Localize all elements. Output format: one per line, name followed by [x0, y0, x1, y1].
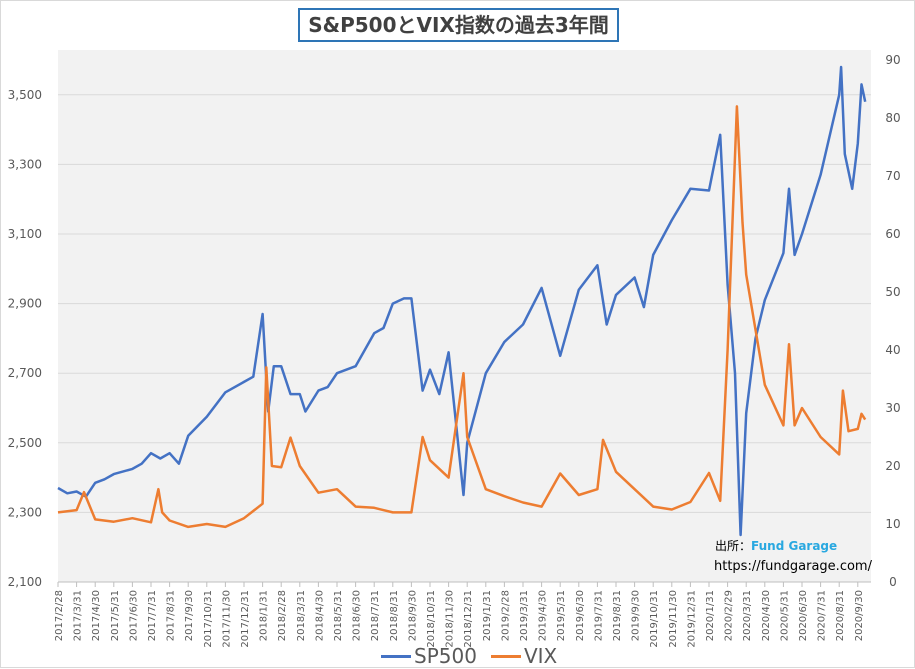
y-right-tick-label: 60 — [885, 227, 900, 241]
source-prefix: 出所： — [715, 539, 752, 553]
x-tick-label: 2017/7/31 — [147, 590, 158, 641]
x-tick-label: 2019/2/28 — [500, 590, 511, 641]
legend-swatch-sp500 — [381, 654, 411, 658]
x-tick-label: 2018/9/30 — [407, 590, 418, 641]
x-tick-label: 2020/8/31 — [835, 590, 846, 641]
plot-area — [58, 50, 871, 582]
x-tick-label: 2018/11/30 — [445, 590, 456, 648]
x-tick-label: 2019/9/30 — [631, 590, 642, 641]
y-left-tick-label: 3,300 — [8, 157, 42, 171]
x-tick-label: 2019/4/30 — [538, 590, 549, 641]
x-tick-label: 2019/8/31 — [612, 590, 623, 641]
legend: SP500 VIX — [381, 644, 557, 668]
x-tick-label: 2017/12/31 — [240, 590, 251, 648]
x-tick-label: 2020/5/31 — [779, 590, 790, 641]
x-tick-label: 2020/9/30 — [854, 590, 865, 641]
y-right-tick-label: 20 — [885, 459, 900, 473]
x-tick-label: 2017/10/31 — [203, 590, 214, 648]
x-tick-label: 2017/4/30 — [91, 590, 102, 641]
x-tick-label: 2020/7/31 — [817, 590, 828, 641]
x-tick-label: 2018/8/31 — [389, 590, 400, 641]
x-tick-label: 2020/3/31 — [742, 590, 753, 641]
x-tick-label: 2017/2/28 — [54, 590, 65, 641]
legend-label-sp500: SP500 — [414, 644, 477, 668]
x-tick-label: 2018/12/31 — [463, 590, 474, 648]
x-tick-label: 2018/6/30 — [352, 590, 363, 641]
source-label: 出所：Fund Garage — [715, 537, 837, 554]
x-tick-label: 2018/1/31 — [259, 590, 270, 641]
y-right-tick-label: 90 — [885, 53, 900, 67]
x-tick-label: 2020/1/31 — [705, 590, 716, 641]
y-right-tick-label: 0 — [889, 575, 897, 589]
y-left-tick-label: 2,900 — [8, 297, 42, 311]
x-tick-label: 2018/10/31 — [426, 590, 437, 648]
x-tick-label: 2017/6/30 — [128, 590, 139, 641]
series-line-sp500 — [57, 65, 867, 537]
x-tick-label: 2018/4/30 — [314, 590, 325, 641]
x-tick-label: 2020/6/30 — [798, 590, 809, 641]
y-right-tick-label: 10 — [885, 517, 900, 531]
y-right-tick-label: 40 — [885, 343, 900, 357]
x-tick-label: 2020/4/30 — [761, 590, 772, 641]
y-right-tick-label: 50 — [885, 285, 900, 299]
chart-title: S&P500とVIX指数の過去3年間 — [298, 8, 619, 42]
x-tick-label: 2019/5/31 — [556, 590, 567, 641]
x-tick-label: 2019/1/31 — [482, 590, 493, 641]
x-tick-label: 2017/9/30 — [184, 590, 195, 641]
x-tick-label: 2018/5/31 — [333, 590, 344, 641]
y-left-tick-label: 2,700 — [8, 366, 42, 380]
x-tick-label: 2019/7/31 — [593, 590, 604, 641]
x-tick-label: 2017/11/30 — [221, 590, 232, 648]
y-left-tick-label: 3,100 — [8, 227, 42, 241]
y-left-tick-label: 3,500 — [8, 88, 42, 102]
x-tick-label: 2017/3/31 — [73, 590, 84, 641]
series-line-vix — [57, 105, 867, 529]
x-tick-label: 2017/8/31 — [166, 590, 177, 641]
y-right-tick-label: 80 — [885, 111, 900, 125]
y-left-tick-label: 2,300 — [8, 505, 42, 519]
x-tick-label: 2019/12/31 — [686, 590, 697, 648]
y-left-tick-label: 2,500 — [8, 436, 42, 450]
x-tick-label: 2019/11/30 — [668, 590, 679, 648]
legend-item-sp500: SP500 — [381, 644, 477, 668]
x-tick-label: 2018/3/31 — [296, 590, 307, 641]
x-tick-label: 2019/6/30 — [575, 590, 586, 641]
y-right-tick-label: 70 — [885, 169, 900, 183]
x-tick-label: 2018/7/31 — [370, 590, 381, 641]
x-tick-label: 2020/2/29 — [724, 590, 735, 641]
legend-swatch-vix — [490, 654, 521, 658]
legend-item-vix: VIX — [490, 644, 558, 668]
source-brand: Fund Garage — [751, 539, 838, 553]
legend-label-vix: VIX — [523, 644, 558, 668]
x-tick-label: 2017/5/31 — [110, 590, 121, 641]
y-left-tick-label: 2,100 — [8, 575, 42, 589]
x-tick-label: 2019/3/31 — [519, 590, 530, 641]
x-tick-label: 2019/10/31 — [649, 590, 660, 648]
y-right-tick-label: 30 — [885, 401, 900, 415]
source-url: https://fundgarage.com/ — [714, 559, 872, 574]
x-tick-label: 2018/2/28 — [277, 590, 288, 641]
